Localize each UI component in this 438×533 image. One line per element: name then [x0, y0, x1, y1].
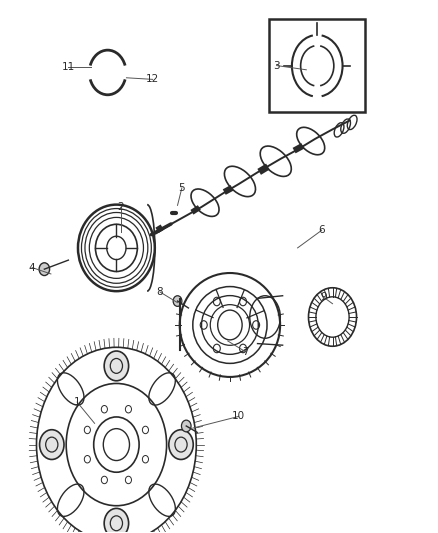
Text: 4: 4	[29, 263, 35, 272]
Circle shape	[173, 296, 182, 306]
Text: 8: 8	[157, 287, 163, 297]
Text: 2: 2	[117, 202, 124, 212]
Circle shape	[104, 508, 129, 533]
Text: 9: 9	[321, 292, 327, 302]
Circle shape	[169, 430, 193, 459]
Text: 7: 7	[242, 346, 248, 357]
Text: 11: 11	[62, 62, 75, 72]
Text: 1: 1	[74, 397, 81, 407]
Circle shape	[104, 351, 129, 381]
Text: 5: 5	[179, 183, 185, 193]
Text: 3: 3	[273, 61, 280, 70]
Circle shape	[39, 430, 64, 459]
Text: 6: 6	[318, 225, 325, 236]
Circle shape	[39, 263, 49, 276]
Circle shape	[181, 420, 191, 432]
Bar	[269, 19, 365, 112]
Text: 12: 12	[146, 75, 159, 84]
Text: 10: 10	[232, 411, 245, 422]
